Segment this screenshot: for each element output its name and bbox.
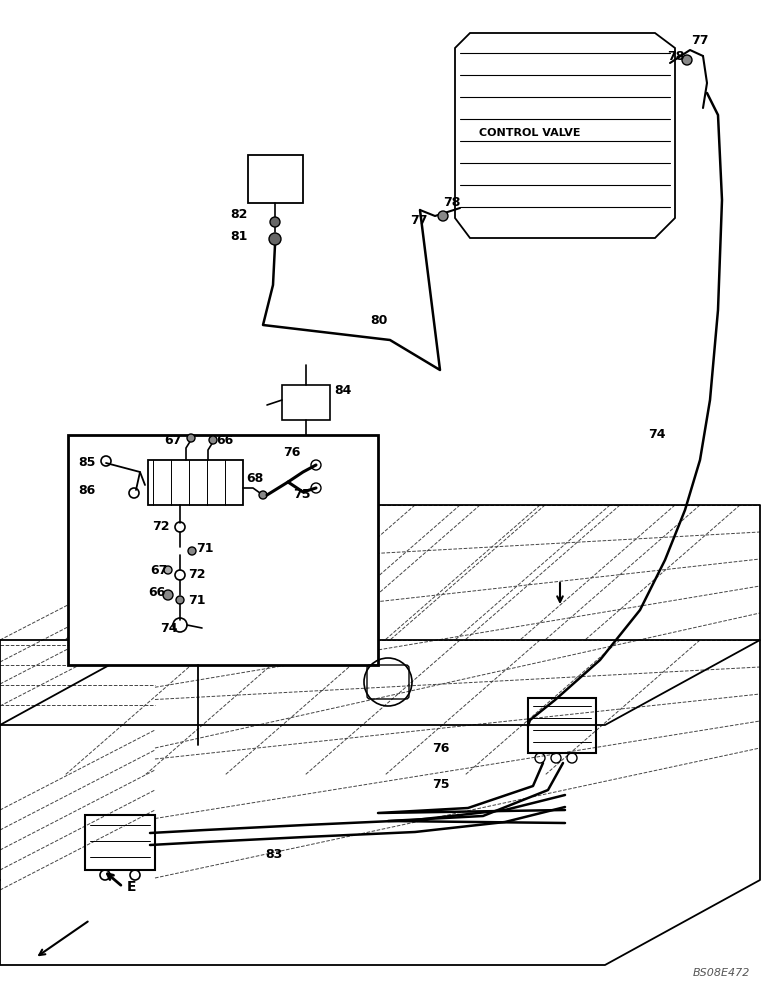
Text: 66: 66 (216, 434, 234, 446)
Text: 82: 82 (230, 209, 248, 222)
Text: 77: 77 (691, 33, 708, 46)
Text: 85: 85 (78, 456, 95, 470)
Text: 83: 83 (265, 848, 282, 861)
Text: 68: 68 (246, 472, 263, 485)
Text: 77: 77 (410, 215, 428, 228)
Text: 72: 72 (188, 568, 206, 582)
Text: 75: 75 (432, 778, 449, 792)
Text: 76: 76 (283, 446, 300, 458)
Text: 78: 78 (443, 196, 460, 210)
Text: CONTROL VALVE: CONTROL VALVE (480, 128, 580, 138)
Text: 67: 67 (164, 434, 182, 446)
Circle shape (163, 590, 173, 600)
Circle shape (187, 434, 195, 442)
Text: 71: 71 (188, 593, 206, 606)
Text: BS08E472: BS08E472 (693, 968, 750, 978)
Text: 86: 86 (78, 484, 95, 496)
Bar (248, 155, 303, 203)
Circle shape (269, 233, 281, 245)
Bar (528, 698, 596, 753)
Text: 74: 74 (648, 428, 666, 442)
Text: 78: 78 (667, 49, 684, 62)
Text: 71: 71 (196, 542, 213, 556)
Text: 66: 66 (148, 586, 165, 599)
Circle shape (176, 596, 184, 604)
Circle shape (438, 211, 448, 221)
Text: 67: 67 (150, 564, 168, 576)
Text: 80: 80 (370, 314, 387, 326)
Text: 74: 74 (160, 621, 178, 635)
Text: 76: 76 (432, 742, 449, 754)
Circle shape (164, 566, 172, 574)
Text: 72: 72 (152, 520, 169, 534)
Circle shape (209, 436, 217, 444)
Circle shape (259, 491, 267, 499)
Text: E: E (127, 880, 137, 894)
Text: 84: 84 (334, 383, 352, 396)
Text: 75: 75 (293, 488, 310, 502)
Circle shape (188, 547, 196, 555)
Circle shape (270, 217, 280, 227)
Circle shape (682, 55, 692, 65)
Text: 81: 81 (230, 231, 248, 243)
Bar (68, 435, 378, 665)
Bar (282, 385, 330, 420)
